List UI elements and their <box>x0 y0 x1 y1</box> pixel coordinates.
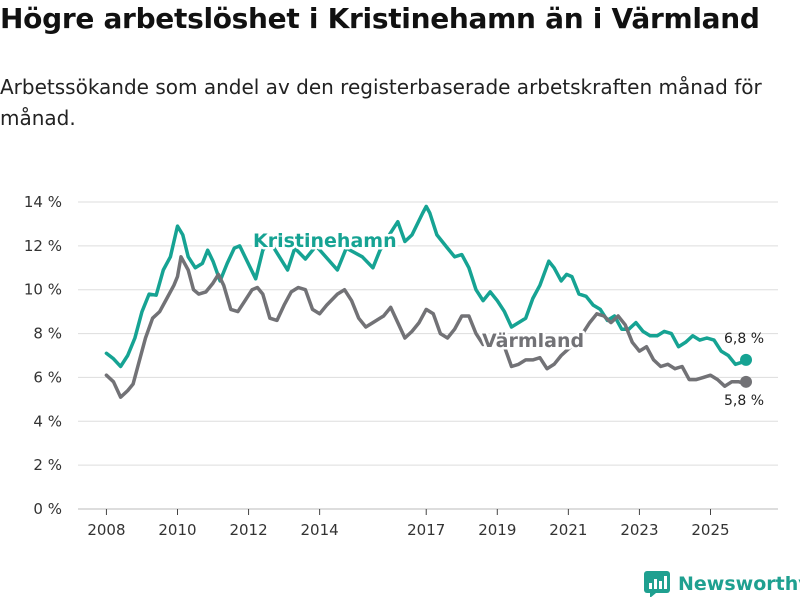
series-labels: KristinehamnKristinehamnVärmlandVärmland… <box>251 228 765 410</box>
x-tick-label: 2014 <box>301 521 339 539</box>
x-tick-label: 2008 <box>87 521 125 539</box>
brand-logo: Newsworthy <box>644 570 800 598</box>
series-label-varmland: Värmland <box>482 330 584 352</box>
x-axis-ticks: 2008 2010 2012 2014 2017 2019 2021 2023 2025 <box>87 509 730 539</box>
x-tick-label: 2023 <box>620 521 658 539</box>
end-point-kristinehamn <box>740 353 753 366</box>
x-tick-label: 2025 <box>691 521 729 539</box>
end-label-varmland: 5,8 % <box>724 393 764 409</box>
y-tick-label: 10 % <box>24 281 62 299</box>
chart-subtitle: Arbetssökande som andel av den registerb… <box>0 75 762 130</box>
series-line-varmland-part2 <box>495 312 748 388</box>
y-axis-ticks: 0 % 2 % 4 % 6 % 8 % 10 % 12 % 14 % <box>24 193 62 518</box>
x-tick-label: 2012 <box>229 521 267 539</box>
end-label-kristinehamn: 6,8 % <box>724 331 764 347</box>
y-tick-label: 12 % <box>24 237 62 255</box>
newsworthy-logo-icon <box>644 571 670 597</box>
y-tick-label: 4 % <box>33 412 62 430</box>
y-tick-label: 8 % <box>33 325 62 343</box>
brand-name: Newsworthy <box>678 573 800 595</box>
series-lines <box>104 204 753 399</box>
chart-title: Högre arbetslöshet i Kristinehamn än i V… <box>0 2 760 35</box>
series-line-varmland <box>104 255 500 399</box>
x-tick-label: 2017 <box>407 521 445 539</box>
x-tick-label: 2019 <box>478 521 516 539</box>
end-point-varmland <box>740 375 753 388</box>
x-tick-label: 2010 <box>158 521 196 539</box>
y-tick-label: 14 % <box>24 193 62 211</box>
y-tick-label: 0 % <box>33 500 62 518</box>
series-label-kristinehamn-halo: Kristinehamn <box>253 230 397 252</box>
y-tick-label: 6 % <box>33 368 62 386</box>
y-tick-label: 2 % <box>33 456 62 474</box>
series-label-kristinehamn: Kristinehamn <box>253 230 397 252</box>
series-line-kristinehamn <box>104 204 745 369</box>
series-label-varmland-halo: Värmland <box>482 330 584 352</box>
gridlines <box>78 201 778 510</box>
x-tick-label: 2021 <box>549 521 587 539</box>
